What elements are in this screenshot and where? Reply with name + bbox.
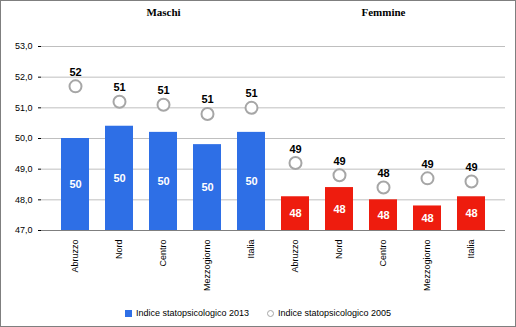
svg-text:51: 51 bbox=[245, 87, 257, 99]
svg-text:Italia: Italia bbox=[466, 240, 476, 259]
svg-text:51,0: 51,0 bbox=[15, 103, 33, 113]
svg-text:Abruzzo: Abruzzo bbox=[70, 240, 80, 273]
svg-text:52,0: 52,0 bbox=[15, 72, 33, 82]
svg-text:Femmine: Femmine bbox=[362, 6, 406, 18]
svg-text:Centro: Centro bbox=[378, 240, 388, 267]
svg-text:50: 50 bbox=[245, 175, 257, 187]
svg-text:48: 48 bbox=[465, 207, 477, 219]
svg-text:51: 51 bbox=[157, 84, 169, 96]
svg-text:Centro: Centro bbox=[158, 240, 168, 267]
svg-text:50: 50 bbox=[157, 175, 169, 187]
svg-text:49: 49 bbox=[289, 143, 301, 155]
svg-text:Mezzogiorno: Mezzogiorno bbox=[202, 240, 212, 292]
svg-text:52: 52 bbox=[69, 66, 81, 78]
svg-text:53,0: 53,0 bbox=[15, 41, 33, 51]
svg-text:Nord: Nord bbox=[334, 240, 344, 260]
svg-text:48: 48 bbox=[333, 203, 345, 215]
svg-text:48: 48 bbox=[377, 209, 389, 221]
svg-text:47,0: 47,0 bbox=[15, 225, 33, 235]
svg-text:49: 49 bbox=[421, 158, 433, 170]
svg-text:Mezzogiorno: Mezzogiorno bbox=[422, 240, 432, 292]
svg-text:48: 48 bbox=[421, 212, 433, 224]
svg-text:49: 49 bbox=[333, 155, 345, 167]
svg-text:50,0: 50,0 bbox=[15, 133, 33, 143]
html-text:Indice statopsicologico 2013: Indice statopsicologico 2013 bbox=[135, 308, 249, 318]
svg-text:51: 51 bbox=[113, 81, 125, 93]
svg-text:Nord: Nord bbox=[114, 240, 124, 260]
svg-text:50: 50 bbox=[69, 178, 81, 190]
svg-text:Abruzzo: Abruzzo bbox=[290, 240, 300, 273]
svg-text:Maschi: Maschi bbox=[146, 6, 180, 18]
svg-text:51: 51 bbox=[201, 93, 213, 105]
svg-text:50: 50 bbox=[201, 181, 213, 193]
svg-text:Italia: Italia bbox=[246, 240, 256, 259]
svg-text:49,0: 49,0 bbox=[15, 164, 33, 174]
svg-text:50: 50 bbox=[113, 172, 125, 184]
svg-text:49: 49 bbox=[465, 161, 477, 173]
svg-text:48: 48 bbox=[289, 207, 301, 219]
svg-text:48: 48 bbox=[377, 167, 389, 179]
svg-text:48,0: 48,0 bbox=[15, 195, 33, 205]
html-text:Indice statopsicologico 2005: Indice statopsicologico 2005 bbox=[278, 308, 392, 318]
